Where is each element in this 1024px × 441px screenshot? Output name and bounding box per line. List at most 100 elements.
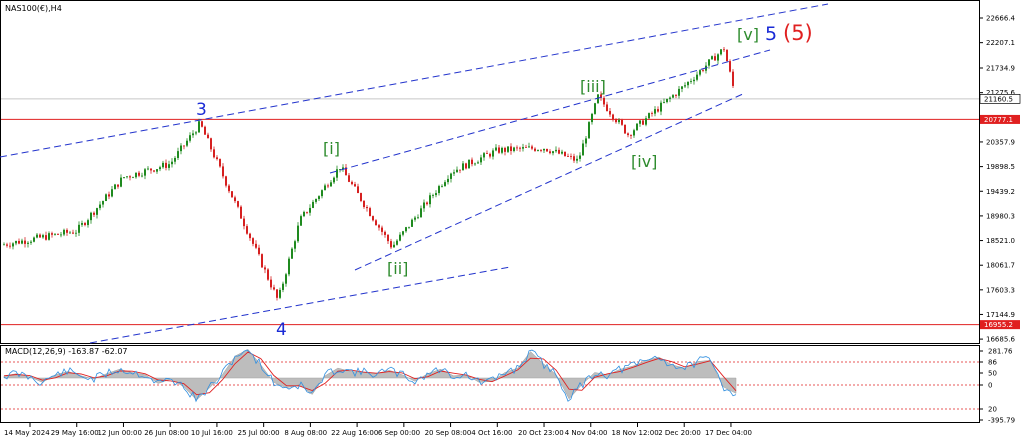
candle-body (561, 151, 563, 154)
candle-body (147, 168, 149, 170)
candle-body (480, 157, 482, 163)
candle-body (615, 119, 617, 123)
candle-body (501, 147, 503, 153)
candle-body (36, 234, 38, 238)
candle-body (345, 167, 347, 176)
x-tick-label: 12 Jun 00:00 (97, 429, 141, 437)
candle-body (699, 70, 701, 75)
candle-body (576, 158, 578, 161)
candle-body (537, 150, 539, 151)
x-tick-label: 8 Aug 08:00 (284, 429, 327, 437)
candle-body (417, 217, 419, 219)
y-tick-label: 20357.9 (986, 138, 1015, 146)
candle-body (609, 111, 611, 115)
candle-body (408, 226, 410, 228)
candle-body (306, 211, 308, 213)
candle-body (372, 216, 374, 221)
y-tick-label: 19898.5 (986, 163, 1015, 171)
macd-indicator: 281.76 86 50 0 20 -395.79 (1, 348, 1015, 425)
candle-body (273, 287, 275, 290)
y-tick-label: 22666.4 (986, 15, 1015, 23)
candle-body (462, 163, 464, 171)
candle-body (201, 121, 203, 127)
candle-body (567, 156, 569, 157)
y-tick-label: 16685.6 (986, 336, 1015, 344)
candle-body (114, 184, 116, 190)
candle-body (675, 95, 677, 96)
candle-body (459, 169, 461, 171)
candle-body (366, 207, 368, 209)
x-tick-label: 2 Dec 20:00 (658, 429, 701, 437)
candle-body (573, 156, 575, 161)
candle-body (654, 109, 656, 114)
level-badge (980, 114, 1020, 124)
candle-body (534, 148, 536, 151)
candle-body (162, 162, 164, 168)
candle-body (219, 159, 221, 167)
candle-body (63, 229, 65, 235)
candle-body (411, 219, 413, 227)
candle-body (159, 167, 161, 170)
candle-body (633, 130, 635, 136)
candle-body (15, 240, 17, 244)
current-price-label: 21160.5 (984, 95, 1013, 103)
wave-label: (5) (783, 21, 813, 45)
candle-body (465, 163, 467, 169)
candle-body (171, 161, 173, 165)
candle-body (186, 140, 188, 146)
candle-body (96, 208, 98, 215)
candle-body (258, 247, 260, 255)
candle-body (579, 155, 581, 159)
candle-body (435, 193, 437, 196)
candle-body (285, 274, 287, 284)
candle-body (657, 109, 659, 112)
macd-signal-line (3, 351, 737, 396)
candle-body (507, 146, 509, 152)
candle-body (588, 122, 590, 139)
candle-body (564, 151, 566, 157)
candle-body (441, 185, 443, 187)
candle-body (309, 207, 311, 213)
candle-body (48, 233, 50, 240)
candle-body (384, 231, 386, 235)
candle-body (288, 258, 290, 275)
candle-body (24, 240, 26, 244)
candle-body (348, 175, 350, 182)
candle-body (312, 201, 314, 208)
candle-body (108, 194, 110, 197)
wave-labels: 3 4 [i] [ii] [iii] [iv] [v] 5 (5) (196, 21, 813, 340)
candle-body (432, 195, 434, 196)
candle-body (27, 242, 29, 244)
candle-body (471, 159, 473, 165)
x-tick-label: 18 Nov 12:00 (611, 429, 658, 437)
macd-tick-label: 0 (988, 382, 992, 390)
candle-body (57, 233, 59, 235)
candle-body (198, 121, 200, 133)
candle-body (204, 126, 206, 135)
candle-body (693, 79, 695, 82)
candle-body (225, 176, 227, 186)
level-badge-label: 16955.2 (984, 321, 1013, 329)
candle-body (714, 56, 716, 61)
channel-line (0, 3, 829, 158)
candle-body (426, 202, 428, 205)
y-tick-label: 18521.0 (986, 237, 1015, 245)
candle-body (540, 150, 542, 151)
candle-body (729, 61, 731, 72)
candle-body (228, 185, 230, 192)
candle-body (90, 212, 92, 221)
candle-body (378, 225, 380, 228)
candle-body (354, 184, 356, 187)
price-pane (0, 0, 980, 344)
candle-body (438, 186, 440, 194)
candle-body (156, 169, 158, 172)
current-price-badge (979, 93, 1021, 104)
candle-body (120, 177, 122, 187)
candle-body (270, 279, 272, 288)
candle-body (126, 176, 128, 178)
candle-body (3, 244, 5, 246)
candle-body (33, 237, 35, 242)
candle-body (150, 168, 152, 171)
